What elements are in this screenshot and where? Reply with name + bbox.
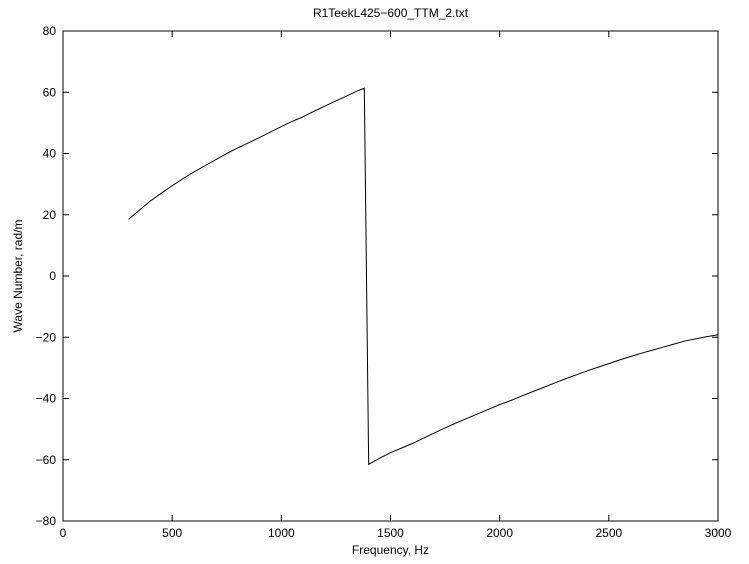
y-tick-label: 40 [43,147,57,161]
x-tick-label: 1500 [377,526,404,540]
x-tick-label: 0 [60,526,67,540]
y-tick-label: −80 [36,514,57,528]
x-tick-label: 3000 [705,526,732,540]
x-axis-title: Frequency, Hz [352,543,429,557]
y-tick-label: −40 [36,392,57,406]
chart-title: R1TeekL425−600_TTM_2.txt [313,6,469,20]
tick-marks [62,30,719,522]
y-axis-title: Wave Number, rad/m [11,220,25,333]
y-tick-label: 60 [43,85,57,99]
y-tick-label: −20 [36,330,57,344]
x-tick-label: 2500 [595,526,622,540]
plot-area-frame [62,30,719,522]
x-tick-label: 1000 [268,526,295,540]
y-tick-labels: −80 −60 −40 −20 0 20 40 60 80 [36,24,57,528]
series-layer [128,87,719,466]
x-tick-label: 500 [162,526,182,540]
y-tick-label: 20 [43,208,57,222]
x-tick-label: 2000 [486,526,513,540]
x-tick-labels: 0 500 1000 1500 2000 2500 3000 [60,526,732,540]
y-tick-label: −60 [36,453,57,467]
y-tick-label: 80 [43,24,57,38]
series-line [128,87,719,466]
y-tick-label: 0 [49,269,56,283]
